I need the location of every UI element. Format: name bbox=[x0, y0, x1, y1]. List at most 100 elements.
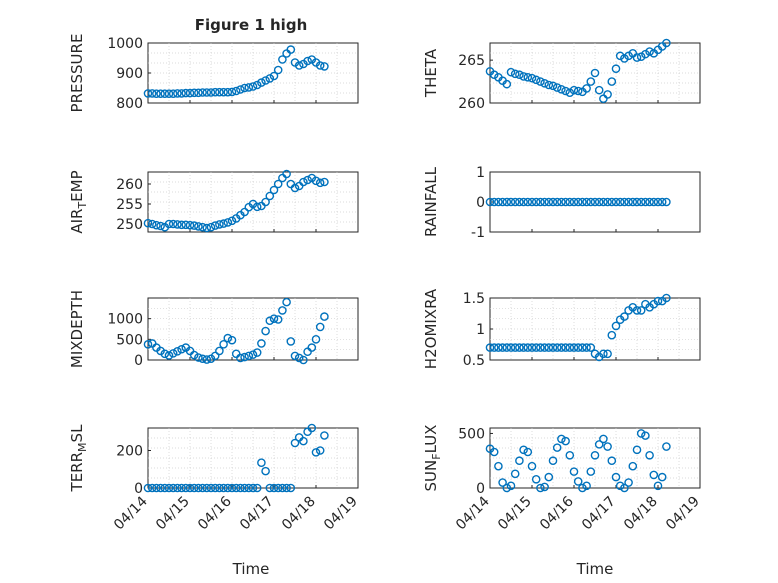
data-point bbox=[624, 478, 633, 487]
data-point bbox=[557, 197, 566, 207]
data-point bbox=[164, 351, 174, 360]
y-tick-label: 200 bbox=[116, 444, 143, 460]
data-point bbox=[202, 88, 212, 97]
data-point bbox=[152, 89, 161, 98]
data-point bbox=[215, 483, 224, 493]
data-point bbox=[273, 483, 283, 493]
data-point bbox=[536, 343, 545, 352]
data-point bbox=[189, 221, 199, 230]
data-point bbox=[607, 330, 617, 340]
data-point bbox=[578, 483, 587, 493]
data-point bbox=[282, 483, 291, 493]
data-point bbox=[160, 349, 170, 359]
data-point bbox=[544, 472, 554, 482]
data-point bbox=[540, 482, 549, 492]
data-point bbox=[290, 351, 300, 361]
x-tick-label: 04/15 bbox=[495, 494, 535, 534]
y-tick-label: -1 bbox=[471, 225, 485, 241]
data-point bbox=[557, 343, 566, 352]
data-point bbox=[502, 343, 512, 352]
data-point bbox=[565, 88, 575, 98]
data-point bbox=[657, 472, 667, 482]
data-point bbox=[194, 483, 203, 493]
data-point bbox=[156, 89, 165, 98]
data-point bbox=[548, 343, 558, 352]
data-point bbox=[548, 456, 558, 466]
data-point bbox=[519, 445, 528, 455]
data-point bbox=[257, 458, 266, 467]
data-point bbox=[573, 86, 583, 96]
data-point bbox=[219, 87, 228, 97]
y-tick-label: 0 bbox=[134, 481, 143, 497]
y-tick-label: 1000 bbox=[107, 36, 143, 52]
y-axis-label: THETA bbox=[422, 48, 440, 98]
y-axis-label: PRESSURE bbox=[68, 34, 86, 113]
y-tick-label: 250 bbox=[116, 217, 143, 233]
data-point bbox=[573, 343, 583, 352]
data-point bbox=[636, 429, 646, 438]
data-point bbox=[307, 423, 317, 433]
data-point bbox=[531, 75, 541, 85]
data-point bbox=[594, 85, 604, 95]
data-point bbox=[282, 169, 291, 179]
data-point bbox=[540, 78, 549, 88]
data-point bbox=[599, 197, 608, 207]
data-point bbox=[143, 483, 153, 493]
data-point bbox=[269, 71, 279, 81]
x-tick-label: 04/19 bbox=[663, 494, 703, 534]
data-point bbox=[641, 431, 650, 440]
data-point bbox=[607, 456, 617, 466]
data-point bbox=[248, 350, 258, 359]
data-point bbox=[168, 89, 178, 98]
data-point bbox=[536, 483, 545, 493]
data-point bbox=[565, 450, 575, 460]
data-point bbox=[607, 77, 617, 86]
data-point bbox=[506, 197, 516, 207]
y-axis-label: MIXDEPTH bbox=[68, 290, 86, 368]
data-point bbox=[315, 61, 325, 70]
data-point bbox=[223, 87, 233, 97]
data-point bbox=[536, 77, 545, 86]
data-point bbox=[515, 70, 524, 80]
data-point bbox=[231, 483, 241, 493]
data-point bbox=[586, 467, 596, 476]
data-point bbox=[206, 483, 216, 493]
data-point bbox=[240, 352, 249, 362]
data-point bbox=[265, 483, 275, 493]
data-point bbox=[177, 483, 186, 493]
data-point bbox=[586, 197, 596, 207]
data-point bbox=[181, 88, 191, 98]
data-point bbox=[494, 343, 503, 352]
y-tick-label: 0 bbox=[476, 195, 485, 211]
data-point bbox=[599, 349, 608, 359]
data-point bbox=[210, 351, 220, 361]
data-point bbox=[523, 197, 533, 207]
data-point bbox=[645, 450, 654, 460]
y-axis-label: H2OMIXRA bbox=[422, 288, 440, 369]
data-point bbox=[215, 87, 224, 97]
data-point bbox=[523, 343, 533, 352]
y-tick-label: 800 bbox=[116, 96, 143, 112]
data-point bbox=[252, 348, 262, 357]
data-point bbox=[548, 197, 558, 207]
data-point bbox=[227, 87, 237, 97]
data-point bbox=[582, 343, 591, 352]
data-point bbox=[219, 219, 228, 228]
data-point bbox=[506, 67, 516, 77]
data-point bbox=[294, 353, 304, 363]
data-point bbox=[498, 197, 507, 207]
data-point bbox=[611, 321, 621, 331]
data-point bbox=[485, 343, 495, 352]
data-point bbox=[156, 483, 165, 493]
data-point bbox=[586, 343, 596, 352]
data-point bbox=[594, 440, 604, 449]
data-point bbox=[185, 483, 195, 493]
y-tick-label: 1.5 bbox=[463, 291, 485, 307]
data-point bbox=[194, 353, 203, 362]
data-point bbox=[152, 220, 161, 230]
y-axis-label: TERRMSL bbox=[68, 424, 89, 493]
y-tick-label: 265 bbox=[458, 53, 485, 69]
subplot-terr: 0 200 TERRMSL 04/14 04/15 04/16 04/17 04/18 04/1… bbox=[68, 423, 361, 533]
data-point bbox=[569, 85, 579, 95]
